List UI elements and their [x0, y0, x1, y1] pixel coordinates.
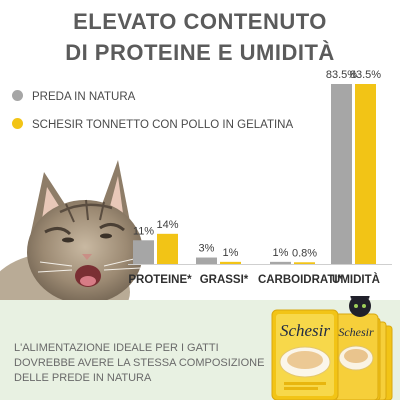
data-label-1-2: 1%	[273, 247, 289, 259]
footer-message: L'ALIMENTAZIONE IDEALE PER I GATTI DOVRE…	[14, 341, 279, 386]
data-label-2-3: 83.5%	[350, 69, 381, 81]
legend-label-series2: SCHESIR TONNETTO CON POLLO IN GELATINA	[32, 119, 294, 131]
legend-item-series1: PREDA IN NATURA	[12, 90, 135, 103]
bar-2-0	[157, 233, 178, 264]
bar-2-1	[220, 261, 241, 264]
footer-line-2: DOVREBBE AVERE LA STESSA COMPOSIZIONE	[14, 357, 265, 369]
category-label-1: GRASSI*	[200, 274, 249, 286]
legend-item-series2: SCHESIR TONNETTO CON POLLO IN GELATINA	[12, 118, 293, 131]
footer-line-1: L'ALIMENTAZIONE IDEALE PER I GATTI	[14, 342, 219, 354]
brand-large: Schesir	[280, 321, 330, 340]
category-label-0: PROTEINE*	[128, 274, 192, 286]
bar-2-2	[294, 262, 315, 264]
data-label-2-2: 0.8%	[292, 247, 317, 259]
title-line-1: ELEVATO CONTENUTO	[73, 9, 327, 34]
data-label-1-3: 83.5%	[326, 69, 357, 81]
bar-1-0	[133, 240, 154, 264]
bar-1-2	[270, 261, 291, 264]
legend-label-series1: PREDA IN NATURA	[32, 91, 136, 103]
bar-1-3	[331, 84, 352, 264]
bar-1-1	[196, 257, 217, 264]
data-label-2-1: 1%	[223, 247, 239, 259]
footer-line-3: DELLE PREDE IN NATURA	[14, 372, 152, 384]
bar-2-3	[355, 84, 376, 264]
brand-small: Schesir	[338, 325, 374, 339]
product-pack-image: Schesir Schesir	[271, 296, 393, 400]
data-label-2-0: 14%	[156, 219, 178, 231]
title-line-2: DI PROTEINE E UMIDITÀ	[65, 40, 335, 65]
data-label-1-1: 3%	[199, 243, 215, 255]
data-label-1-0: 11%	[133, 225, 154, 237]
bar-chart: 11%3% 1%83.5%14%1% 0.8%83.5%PROTEINE* GRASS…	[128, 69, 392, 286]
category-label-3: UMIDITÀ	[332, 273, 380, 286]
legend-swatch-series1	[12, 90, 23, 101]
category-label-2: CARBOIDRATI*	[258, 274, 343, 286]
kitten-photo	[0, 160, 143, 312]
legend-swatch-series2	[12, 118, 23, 129]
